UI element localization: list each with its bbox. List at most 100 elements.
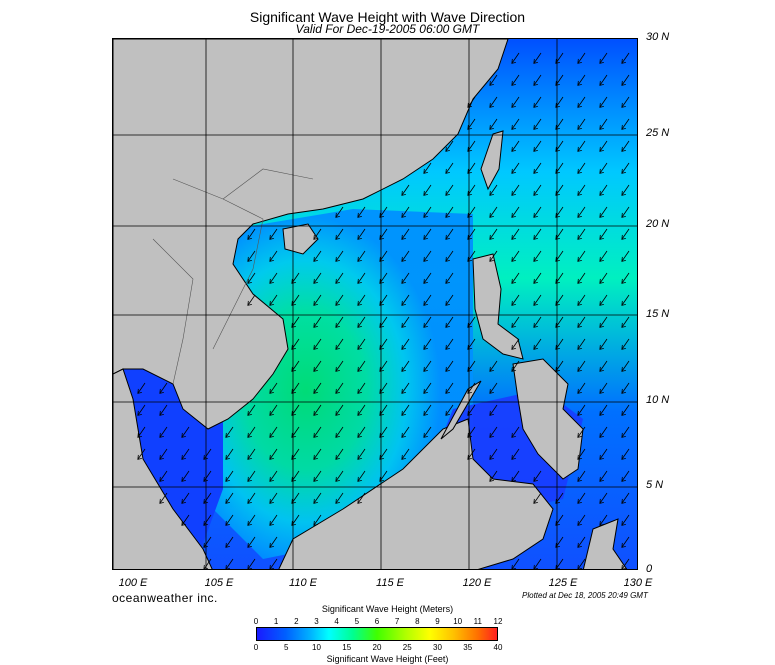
wave-arrow: [621, 448, 630, 460]
country-borders: [152, 168, 314, 385]
plotted-timestamp: Plotted at Dec 18, 2005 20:49 GMT: [522, 591, 648, 600]
land-luzon: [472, 253, 524, 360]
wave-arrow: [533, 162, 542, 174]
wave-arrow: [357, 470, 366, 482]
wave-arrow: [577, 316, 586, 328]
lon-label-115e: 115 E: [376, 577, 404, 589]
wave-arrow-head: [577, 476, 582, 482]
wave-arrow-head: [555, 212, 560, 218]
wave-arrow-head: [467, 124, 472, 130]
wave-arrow-head: [599, 366, 604, 372]
wave-arrow-head: [621, 498, 626, 504]
wave-arrow: [511, 96, 520, 108]
wave-arrow: [423, 272, 432, 284]
wave-arrow: [577, 382, 586, 394]
wave-arrow: [489, 118, 498, 130]
wave-arrow-head: [401, 366, 406, 372]
wave-arrow: [379, 382, 388, 394]
wave-arrow: [291, 294, 300, 306]
wave-arrow: [511, 184, 520, 196]
wave-arrow: [599, 470, 608, 482]
wave-arrow-head: [467, 410, 472, 416]
wave-arrow: [489, 96, 498, 108]
land-taiwan: [480, 130, 504, 191]
wave-arrow-head: [335, 498, 340, 504]
wave-arrow: [159, 382, 168, 394]
wave-arrow: [203, 448, 212, 460]
wave-arrow-head: [445, 212, 450, 218]
wave-arrow: [577, 96, 586, 108]
wave-arrow: [621, 228, 630, 240]
legend-feet-tick: 5: [284, 643, 289, 652]
wave-arrow: [533, 470, 542, 482]
wave-arrow: [533, 118, 542, 130]
wave-arrow: [247, 448, 256, 460]
wave-arrow: [137, 382, 146, 394]
lat-label-10n: 10 N: [646, 394, 670, 406]
wave-arrow-head: [577, 278, 582, 284]
wave-arrow-head: [577, 388, 582, 394]
wave-arrow: [335, 470, 344, 482]
wave-arrow: [335, 360, 344, 372]
wave-arrow: [577, 470, 586, 482]
wave-arrow: [401, 382, 410, 394]
wave-arrow-head: [511, 58, 516, 64]
wave-arrow-head: [269, 278, 274, 284]
wave-arrow-head: [335, 344, 340, 350]
wave-arrow: [335, 272, 344, 284]
wave-arrow: [335, 404, 344, 416]
wave-arrow: [599, 492, 608, 504]
wave-arrow: [269, 294, 278, 306]
land-borneo: [278, 418, 554, 569]
wave-arrow-head: [533, 322, 538, 328]
wave-arrow-head: [401, 234, 406, 240]
wave-arrow: [599, 140, 608, 152]
wave-arrow-head: [247, 542, 252, 548]
wave-arrow-head: [467, 432, 472, 438]
wave-arrow-head: [269, 432, 274, 438]
wave-arrow: [401, 448, 410, 460]
wave-arrow-head: [423, 322, 428, 328]
wave-arrow-head: [511, 124, 516, 130]
wave-arrow: [555, 96, 564, 108]
wave-arrow: [313, 492, 322, 504]
wave-arrow-head: [533, 234, 538, 240]
wave-arrow: [511, 52, 520, 64]
wave-arrow-head: [621, 322, 626, 328]
wave-arrow: [555, 514, 564, 526]
wave-arrow-head: [445, 278, 450, 284]
wave-arrow: [423, 184, 432, 196]
legend-feet-title: Significant Wave Height (Feet): [326, 654, 449, 664]
wave-arrow: [401, 316, 410, 328]
wave-arrow-head: [335, 366, 340, 372]
wave-arrow-head: [577, 498, 582, 504]
wave-arrow: [467, 184, 476, 196]
wave-arrow-head: [225, 476, 230, 482]
wave-arrow: [533, 316, 542, 328]
wave-arrow-head: [313, 344, 318, 350]
wave-arrow-head: [401, 322, 406, 328]
wave-arrow-head: [599, 300, 604, 306]
wave-arrow: [599, 118, 608, 130]
wave-arrow-head: [159, 410, 164, 416]
wave-arrow: [467, 162, 476, 174]
wave-arrow: [423, 338, 432, 350]
wave-arrow: [511, 272, 520, 284]
wave-arrow-head: [533, 190, 538, 196]
wave-arrow-head: [599, 146, 604, 152]
wave-arrow: [423, 206, 432, 218]
wave-arrow-head: [621, 58, 626, 64]
wave-arrow: [599, 96, 608, 108]
wave-arrow-head: [313, 410, 318, 416]
wave-arrow: [489, 426, 498, 438]
wave-arrow-head: [577, 168, 582, 174]
wave-arrow-head: [599, 102, 604, 108]
wave-arrow-head: [621, 124, 626, 130]
wave-arrow: [555, 184, 564, 196]
wave-arrow-head: [379, 212, 384, 218]
wave-arrow: [357, 360, 366, 372]
wave-arrow-head: [423, 366, 428, 372]
wave-arrow-head: [445, 344, 450, 350]
wave-arrow: [599, 360, 608, 372]
wave-arrow-head: [467, 454, 472, 460]
